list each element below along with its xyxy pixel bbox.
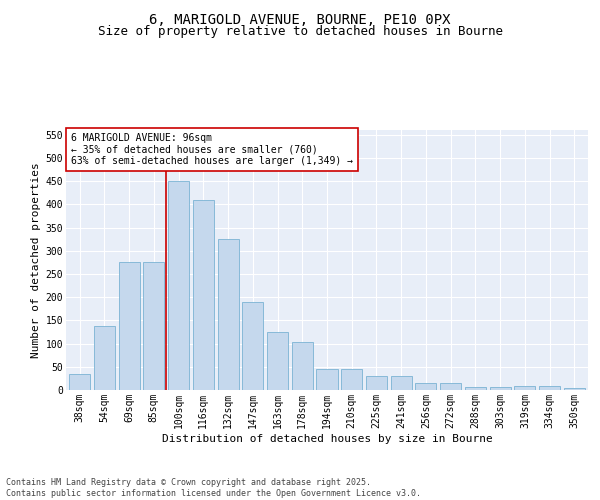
Bar — [218, 239, 239, 390]
Text: 6 MARIGOLD AVENUE: 96sqm
← 35% of detached houses are smaller (760)
63% of semi-: 6 MARIGOLD AVENUE: 96sqm ← 35% of detach… — [71, 132, 353, 166]
Bar — [242, 302, 263, 390]
Text: 6, MARIGOLD AVENUE, BOURNE, PE10 0PX: 6, MARIGOLD AVENUE, BOURNE, PE10 0PX — [149, 12, 451, 26]
Bar — [119, 262, 140, 390]
Bar — [415, 382, 436, 390]
Bar — [292, 342, 313, 390]
Bar — [539, 386, 560, 390]
Bar — [267, 332, 288, 390]
Bar — [341, 369, 362, 390]
Bar — [391, 376, 412, 390]
Bar — [490, 387, 511, 390]
Y-axis label: Number of detached properties: Number of detached properties — [31, 162, 41, 358]
Text: Size of property relative to detached houses in Bourne: Size of property relative to detached ho… — [97, 25, 503, 38]
Bar — [69, 374, 90, 390]
Bar — [366, 376, 387, 390]
Bar — [514, 386, 535, 390]
Bar — [316, 368, 338, 390]
Text: Contains HM Land Registry data © Crown copyright and database right 2025.
Contai: Contains HM Land Registry data © Crown c… — [6, 478, 421, 498]
Bar — [440, 382, 461, 390]
Bar — [564, 388, 585, 390]
Bar — [465, 387, 486, 390]
Bar — [143, 262, 164, 390]
Bar — [168, 181, 189, 390]
Bar — [193, 200, 214, 390]
Bar — [94, 326, 115, 390]
X-axis label: Distribution of detached houses by size in Bourne: Distribution of detached houses by size … — [161, 434, 493, 444]
